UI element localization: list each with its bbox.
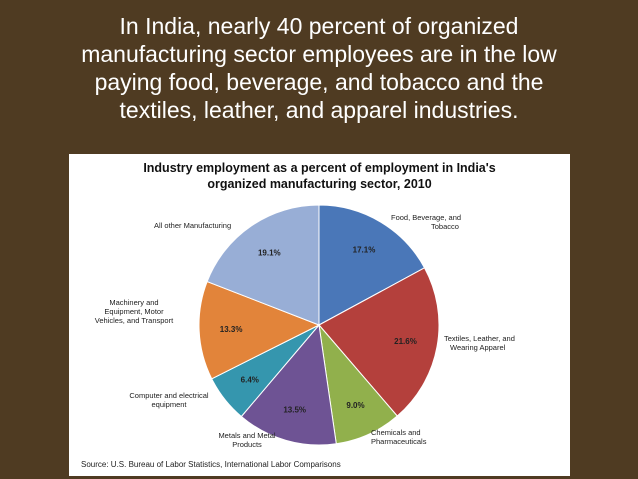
pie-slice <box>318 267 440 417</box>
slice-category-line: Textiles, Leather, and <box>444 334 515 343</box>
chart-title: Industry employment as a percent of empl… <box>69 160 570 192</box>
slice-value-label: 21.6% <box>394 337 417 346</box>
slice-category-label: Metals and Metal Products <box>218 431 275 449</box>
slice-category-line: All other Manufacturing <box>154 221 231 230</box>
slice-category-line: Vehicles, and Transport <box>95 316 174 325</box>
slice-category-line: Chemicals and <box>371 428 421 437</box>
chart-panel: Industry employment as a percent of empl… <box>69 154 570 476</box>
slide-title-line: manufacturing sector employees are in th… <box>81 41 557 67</box>
slice-category-line: Computer and electrical <box>129 391 209 400</box>
pie-slice <box>206 204 320 326</box>
chart-title-line: organized manufacturing sector, 2010 <box>207 177 432 191</box>
slide-title: In India, nearly 40 percent of organized… <box>20 12 618 124</box>
slice-category-line: equipment <box>151 400 187 409</box>
slice-category-line: Food, Beverage, and <box>391 213 461 222</box>
slice-category-label: Textiles, Leather, and Wearing Apparel <box>444 334 515 352</box>
chart-source: Source: U.S. Bureau of Labor Statistics,… <box>81 460 341 469</box>
pie-slice <box>318 204 426 326</box>
slice-category-label: All other Manufacturing <box>154 221 231 230</box>
slide-title-line: In India, nearly 40 percent of organized <box>119 13 519 39</box>
pie-slice <box>240 323 337 446</box>
slice-category-label: Computer and electrical equipment <box>129 391 209 409</box>
slide-title-line: textiles, leather, and apparel industrie… <box>119 97 519 123</box>
slice-category-line: Machinery and <box>109 298 158 307</box>
slice-category-label: Machinery and Equipment, Motor Vehicles, a… <box>95 298 174 325</box>
slice-category-line: Wearing Apparel <box>450 343 506 352</box>
slice-category-line: Metals and Metal <box>218 431 275 440</box>
slice-value-label: 17.1% <box>353 245 376 254</box>
pie-slice <box>198 280 321 380</box>
slice-value-label: 19.1% <box>258 248 281 257</box>
slice-category-line: Pharmaceuticals <box>371 437 427 446</box>
slice-category-line: Tobacco <box>431 222 459 231</box>
slice-value-label: 6.4% <box>241 375 259 384</box>
slice-category-line: Equipment, Motor <box>104 307 164 316</box>
chart-title-line: Industry employment as a percent of empl… <box>143 161 496 175</box>
slice-category-label: Food, Beverage, and Tobacco <box>391 213 461 231</box>
slice-value-label: 13.3% <box>220 325 243 334</box>
slice-category-line: Products <box>232 440 262 449</box>
slice-value-label: 9.0% <box>346 401 364 410</box>
slice-value-label: 13.5% <box>283 406 306 415</box>
slice-category-label: Chemicals and Pharmaceuticals <box>371 428 427 446</box>
slide-title-line: paying food, beverage, and tobacco and t… <box>94 69 544 95</box>
pie-chart: 17.1% Food, Beverage, and Tobacco 21.6% Text… <box>95 204 515 449</box>
